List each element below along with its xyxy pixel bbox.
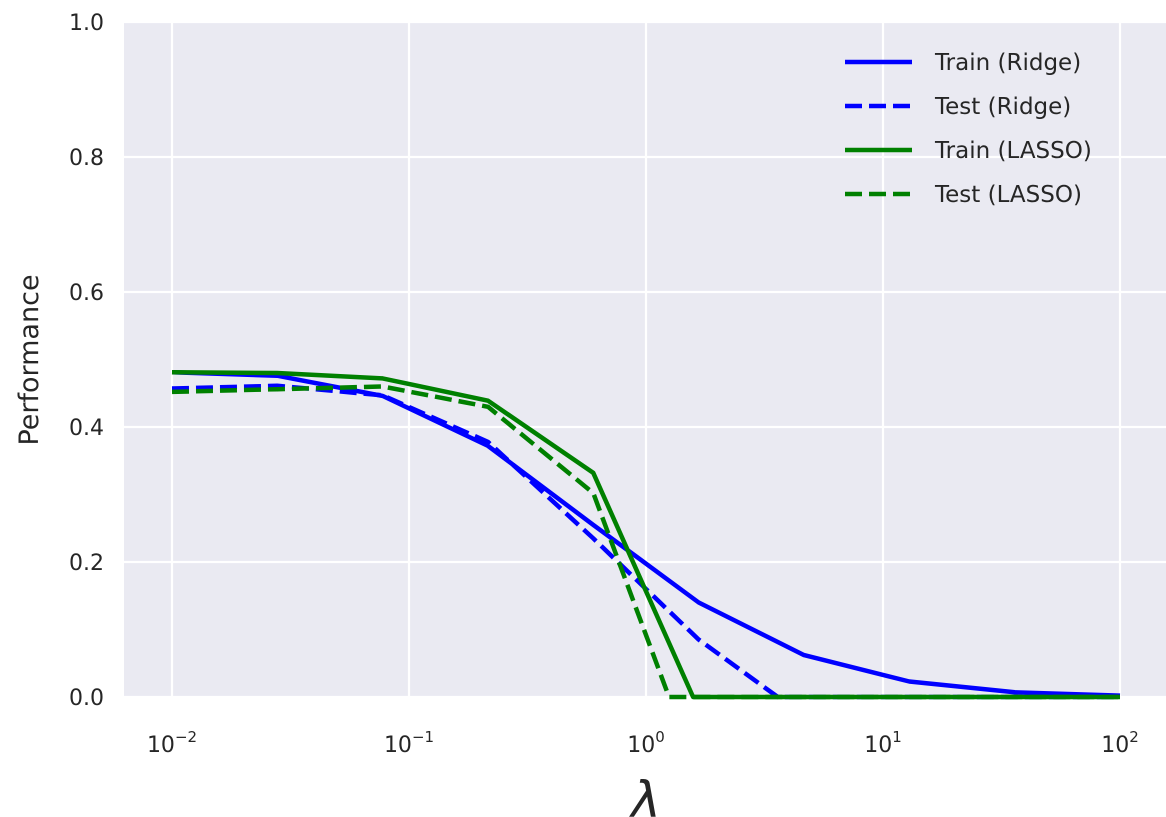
x-tick-label: 10−2 — [147, 728, 197, 758]
legend-label: Test (LASSO) — [934, 182, 1082, 208]
x-tick-base: 10 — [627, 733, 655, 758]
y-tick-label: 0.2 — [69, 551, 104, 576]
y-axis-label: Performance — [14, 274, 45, 445]
legend: Train (Ridge) Test (Ridge) Train (LASSO) Te… — [845, 50, 1092, 208]
x-tick-exponent: 0 — [655, 728, 665, 746]
x-tick-base: 10 — [864, 733, 892, 758]
x-tick-exponent: −1 — [412, 728, 434, 746]
x-tick-label: 102 — [1101, 728, 1139, 758]
x-tick-exponent: 2 — [1129, 728, 1139, 746]
x-tick-base: 10 — [1101, 733, 1129, 758]
legend-label: Train (Ridge) — [934, 50, 1081, 76]
series-line-test-lasso — [171, 384, 1120, 700]
x-tick-label: 101 — [864, 728, 902, 758]
x-tick-base: 10 — [384, 733, 412, 758]
y-tick-label: 1.0 — [69, 11, 104, 36]
x-tick-base: 10 — [147, 733, 175, 758]
x-tick-label: 100 — [627, 728, 665, 758]
series-layer — [171, 370, 1121, 700]
x-tick-label: 10−1 — [384, 728, 434, 758]
y-tick-label: 0.0 — [69, 686, 104, 711]
x-tick-exponent: −2 — [175, 728, 197, 746]
x-axis-label: λ — [628, 771, 661, 817]
y-tick-label: 0.4 — [69, 416, 104, 441]
y-tick-label: 0.8 — [69, 146, 104, 171]
x-tick-exponent: 1 — [892, 728, 902, 746]
ticks-layer: 0.00.20.40.60.81.010−2 10−1 100 101 102 — [69, 11, 1139, 758]
legend-label: Test (Ridge) — [934, 94, 1071, 120]
y-tick-label: 0.6 — [69, 281, 104, 306]
legend-label: Train (LASSO) — [934, 138, 1092, 164]
